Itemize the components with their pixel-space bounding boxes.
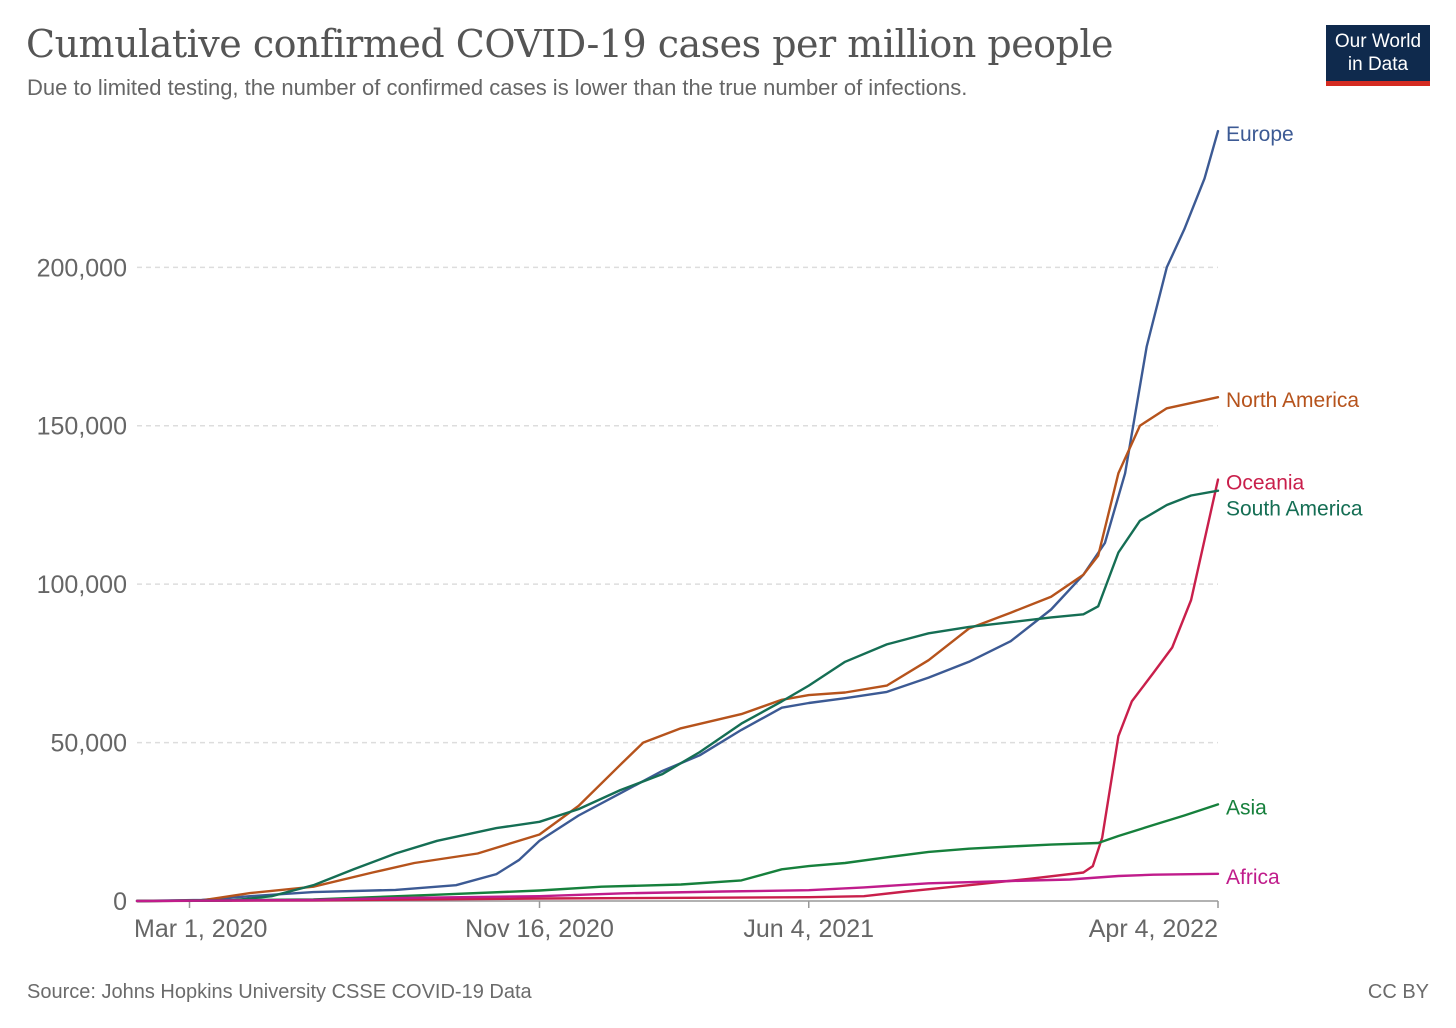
series-lines — [135, 129, 1220, 903]
x-tick-label: Apr 4, 2022 — [1089, 915, 1218, 943]
y-tick-label: 50,000 — [51, 730, 127, 758]
series-line-south-america — [135, 489, 1220, 903]
y-tick-label: 200,000 — [37, 254, 127, 282]
x-tick-label: Jun 4, 2021 — [743, 915, 874, 943]
owid-logo[interactable]: Our World in Data — [1326, 25, 1430, 86]
series-label-europe: Europe — [1226, 123, 1294, 146]
chart-subtitle: Due to limited testing, the number of co… — [27, 75, 968, 100]
series-line-asia — [135, 803, 1220, 903]
series-line-north-america — [135, 396, 1220, 903]
y-tick-label: 0 — [113, 888, 127, 916]
source-note: Source: Johns Hopkins University CSSE CO… — [27, 981, 532, 1003]
series-labels: Europe North America Oceania South America A… — [1226, 123, 1363, 889]
y-tick-label: 150,000 — [37, 413, 127, 441]
grid-lines — [137, 266, 1218, 744]
logo-line-1: Our World — [1334, 31, 1422, 52]
series-label-africa: Africa — [1226, 866, 1280, 889]
axes: 0 50,000 100,000 150,000 200,000 Mar 1, 2020 N… — [37, 254, 1219, 943]
series-label-south-america: South America — [1226, 498, 1363, 521]
x-tick-label: Mar 1, 2020 — [134, 915, 267, 943]
logo-line-2: in Data — [1347, 54, 1409, 75]
series-line-africa — [135, 872, 1220, 903]
x-tick-label: Nov 16, 2020 — [465, 915, 614, 943]
series-label-asia: Asia — [1226, 796, 1267, 819]
series-label-oceania: Oceania — [1226, 472, 1305, 495]
series-line-oceania — [135, 478, 1220, 903]
series-line-europe — [135, 129, 1220, 903]
chart-title: Cumulative confirmed COVID-19 cases per … — [26, 22, 1114, 66]
license-link[interactable]: CC BY — [1367, 981, 1429, 1003]
series-label-north-america: North America — [1226, 389, 1359, 412]
y-tick-label: 100,000 — [37, 571, 127, 599]
